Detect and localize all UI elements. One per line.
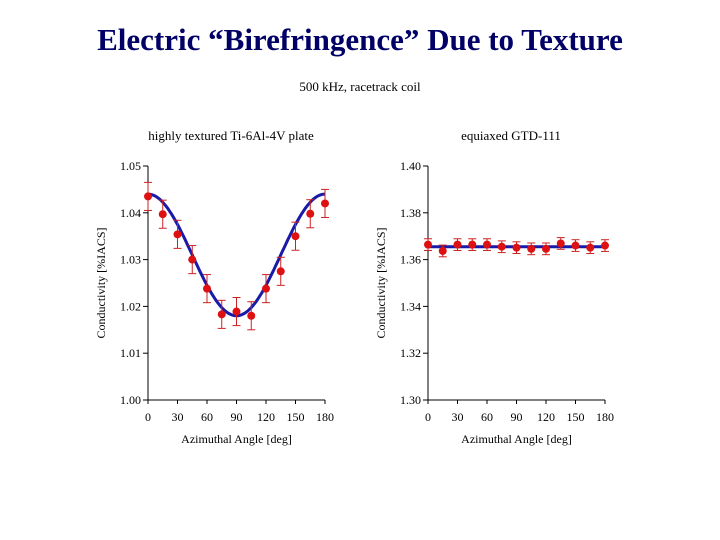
right-x-tick-label: 180: [596, 410, 614, 424]
left-x-tick-label: 180: [316, 410, 334, 424]
left-data-point: [276, 267, 285, 276]
right-x-tick-label: 90: [511, 410, 523, 424]
right-data-point: [483, 240, 491, 249]
left-data-point: [173, 230, 182, 239]
right-y-tick-label: 1.32: [400, 346, 421, 360]
left-x-tick-label: 90: [231, 410, 243, 424]
left-y-tick-label: 1.00: [120, 393, 141, 407]
right-data-point: [453, 240, 462, 249]
left-data-point: [188, 255, 197, 264]
left-data-point: [158, 210, 167, 219]
left-x-tick-label: 120: [257, 410, 275, 424]
left-y-tick-label: 1.01: [120, 346, 141, 360]
right-y-tick-label: 1.38: [400, 206, 421, 220]
left-data-point: [144, 192, 152, 201]
left-x-tick-label: 0: [145, 410, 151, 424]
left-data-point: [247, 311, 256, 320]
right-data-point: [601, 241, 609, 250]
right-data-point: [571, 241, 580, 250]
left-x-tick-label: 30: [172, 410, 184, 424]
left-data-point: [232, 307, 241, 316]
right-y-tick-label: 1.36: [400, 253, 421, 267]
left-y-axis-label: Conductivity [%IACS]: [94, 228, 108, 339]
left-x-tick-label: 150: [287, 410, 305, 424]
left-y-tick-label: 1.05: [120, 159, 141, 173]
right-data-point: [542, 244, 550, 253]
left-plot-title: highly textured Ti-6Al-4V plate: [148, 128, 314, 143]
left-y-tick-label: 1.03: [120, 253, 141, 267]
right-data-point: [556, 239, 565, 248]
right-data-point: [586, 243, 595, 252]
right-x-tick-label: 30: [452, 410, 464, 424]
left-x-tick-label: 60: [201, 410, 213, 424]
right-y-tick-label: 1.40: [400, 159, 421, 173]
right-x-tick-label: 150: [567, 410, 585, 424]
right-data-point: [438, 246, 447, 255]
right-plot-title: equiaxed GTD-111: [461, 128, 561, 143]
left-y-tick-label: 1.04: [120, 206, 141, 220]
right-data-point: [527, 244, 536, 253]
right-y-tick-label: 1.34: [400, 299, 421, 313]
left-data-point: [306, 209, 315, 218]
right-data-point: [497, 242, 506, 251]
left-data-point: [321, 199, 329, 208]
right-data-point: [468, 240, 477, 249]
right-x-tick-label: 0: [425, 410, 431, 424]
right-y-tick-label: 1.30: [400, 393, 421, 407]
left-data-point: [217, 310, 226, 319]
right-x-axis-label: Azimuthal Angle [deg]: [461, 432, 572, 446]
right-y-axis-label: Conductivity [%IACS]: [374, 228, 388, 339]
right-data-point: [424, 240, 432, 249]
left-y-tick-label: 1.02: [120, 299, 141, 313]
right-data-point: [512, 243, 521, 252]
right-x-tick-label: 120: [537, 410, 555, 424]
left-data-point: [291, 232, 300, 241]
right-x-tick-label: 60: [481, 410, 493, 424]
page-subtitle: 500 kHz, racetrack coil: [299, 79, 421, 94]
left-data-point: [203, 284, 211, 293]
page-title: Electric “Birefringence” Due to Texture: [97, 22, 623, 57]
left-x-axis-label: Azimuthal Angle [deg]: [181, 432, 292, 446]
left-data-point: [262, 284, 270, 293]
